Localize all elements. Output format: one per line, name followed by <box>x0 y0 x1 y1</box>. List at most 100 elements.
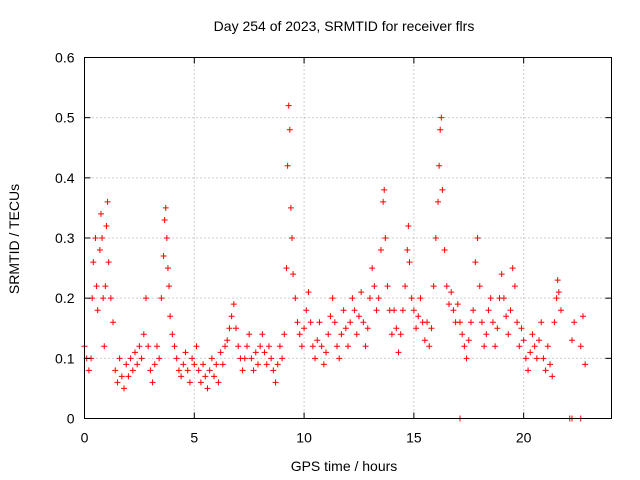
data-point <box>437 126 444 133</box>
data-point <box>248 355 255 362</box>
data-point <box>489 319 496 326</box>
data-point <box>511 283 518 290</box>
data-point <box>233 325 240 332</box>
data-point <box>303 307 310 314</box>
data-point <box>118 373 125 380</box>
data-point <box>533 355 540 362</box>
data-point <box>250 367 257 374</box>
data-point <box>166 283 173 290</box>
data-point <box>153 343 160 350</box>
data-point <box>274 361 281 368</box>
data-point <box>553 295 560 302</box>
data-point <box>474 235 481 241</box>
data-point <box>514 319 521 326</box>
data-point <box>366 295 373 302</box>
data-point <box>568 337 575 344</box>
data-point <box>193 343 200 350</box>
data-point <box>382 235 389 241</box>
data-point <box>395 349 402 356</box>
data-point <box>110 319 117 326</box>
data-point <box>476 283 483 290</box>
data-point <box>529 331 536 338</box>
data-point <box>219 361 226 368</box>
data-point <box>325 331 332 338</box>
data-point <box>467 319 474 326</box>
data-point <box>142 295 149 302</box>
data-point <box>296 331 303 338</box>
data-point <box>531 343 538 350</box>
data-point <box>426 343 433 350</box>
data-point <box>175 367 182 374</box>
data-point <box>105 259 112 266</box>
data-point <box>329 295 336 302</box>
data-point <box>331 319 338 326</box>
data-point <box>318 343 325 350</box>
data-point <box>481 343 488 350</box>
data-point <box>100 295 107 302</box>
data-point <box>470 307 477 314</box>
x-tick-label: 10 <box>296 430 312 446</box>
data-point <box>446 301 453 308</box>
data-point <box>438 114 445 121</box>
data-point <box>114 379 121 386</box>
data-point <box>123 361 130 368</box>
data-point <box>217 349 224 356</box>
data-point <box>406 259 413 266</box>
data-point <box>549 373 556 380</box>
data-point <box>94 307 101 314</box>
y-tick-label: 0.1 <box>55 350 75 366</box>
data-point <box>254 361 261 368</box>
data-point <box>189 355 196 362</box>
data-point <box>112 367 119 374</box>
data-point <box>509 265 516 272</box>
data-point <box>441 247 448 254</box>
data-point <box>182 349 189 356</box>
data-point <box>96 247 103 254</box>
y-tick-label: 0.5 <box>55 110 75 126</box>
data-point <box>162 204 169 211</box>
data-point <box>551 319 558 326</box>
data-point <box>571 319 578 326</box>
data-point <box>456 319 463 326</box>
data-point <box>436 162 443 169</box>
data-point <box>388 331 395 338</box>
data-point <box>375 295 382 302</box>
data-point <box>399 307 406 314</box>
data-point <box>384 283 391 290</box>
data-point <box>492 343 499 350</box>
data-point <box>145 343 152 350</box>
data-point <box>178 373 185 380</box>
data-point <box>582 361 589 368</box>
y-tick-label: 0 <box>67 411 75 427</box>
data-point <box>268 355 275 362</box>
data-point <box>222 343 229 350</box>
data-point <box>505 331 512 338</box>
data-point <box>421 337 428 344</box>
data-points <box>81 102 589 422</box>
data-point <box>206 367 213 374</box>
data-point <box>465 337 472 344</box>
x-tick-label: 15 <box>406 430 422 446</box>
data-point <box>127 355 134 362</box>
data-point <box>405 222 412 229</box>
data-point <box>373 307 380 314</box>
data-point <box>415 313 422 320</box>
data-point <box>443 283 450 290</box>
data-point <box>90 259 97 266</box>
data-point <box>439 186 446 193</box>
data-point <box>408 295 415 302</box>
data-point <box>362 343 369 350</box>
data-point <box>197 379 204 386</box>
data-point <box>483 331 490 338</box>
data-point <box>555 289 562 296</box>
data-point <box>195 367 202 374</box>
data-point <box>180 361 187 368</box>
data-point <box>579 313 586 320</box>
data-point <box>547 361 554 368</box>
data-point <box>323 349 330 356</box>
data-point <box>498 271 505 278</box>
data-point <box>167 313 174 320</box>
data-point <box>270 367 277 374</box>
data-point <box>360 319 367 326</box>
